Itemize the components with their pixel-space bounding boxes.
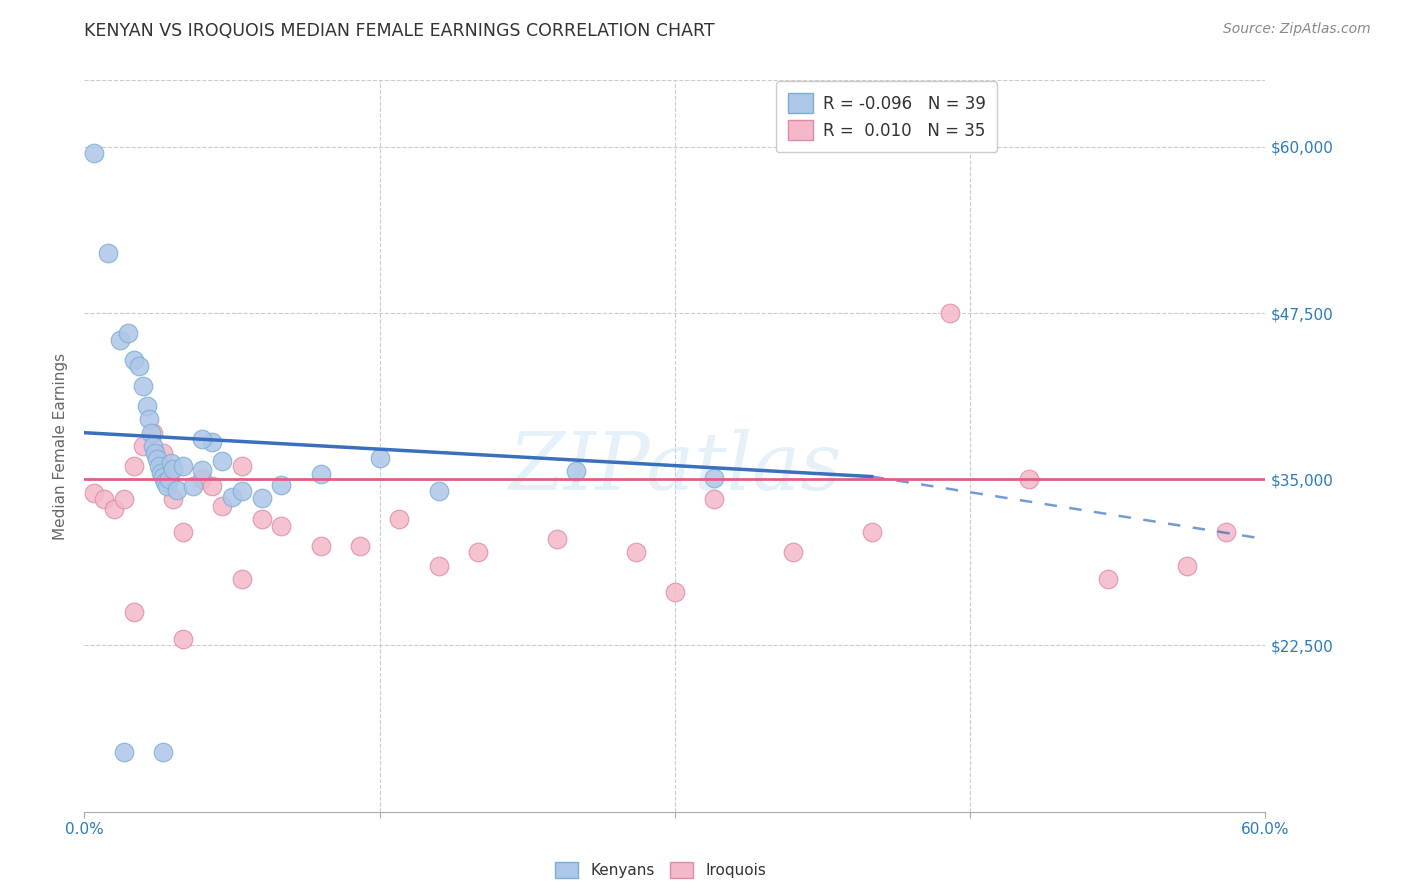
Point xyxy=(231,484,253,499)
Point xyxy=(221,490,243,504)
Point xyxy=(565,464,588,478)
Point xyxy=(138,412,160,426)
Point xyxy=(191,433,214,447)
Point xyxy=(270,518,292,533)
Text: Source: ZipAtlas.com: Source: ZipAtlas.com xyxy=(1223,22,1371,37)
Point xyxy=(211,499,233,513)
Text: ZIPatlas: ZIPatlas xyxy=(508,429,842,507)
Point xyxy=(162,461,184,475)
Point xyxy=(191,463,214,477)
Point xyxy=(150,466,173,480)
Point xyxy=(1097,572,1119,586)
Point xyxy=(143,445,166,459)
Y-axis label: Median Female Earnings: Median Female Earnings xyxy=(53,352,69,540)
Point xyxy=(467,545,489,559)
Point xyxy=(309,539,332,553)
Point xyxy=(388,512,411,526)
Point xyxy=(117,326,139,340)
Point xyxy=(97,246,120,260)
Point xyxy=(152,445,174,459)
Point xyxy=(122,458,145,473)
Point xyxy=(664,585,686,599)
Point xyxy=(166,483,188,497)
Point xyxy=(128,359,150,374)
Point xyxy=(368,450,391,465)
Point xyxy=(624,545,647,559)
Point xyxy=(427,484,450,499)
Point xyxy=(181,479,204,493)
Point xyxy=(136,399,159,413)
Point xyxy=(162,492,184,507)
Point xyxy=(172,632,194,646)
Point xyxy=(211,453,233,467)
Point xyxy=(152,745,174,759)
Point xyxy=(146,452,169,467)
Point xyxy=(132,439,155,453)
Point xyxy=(1215,525,1237,540)
Point xyxy=(201,479,224,493)
Point xyxy=(939,306,962,320)
Point xyxy=(270,477,292,491)
Legend: Kenyans, Iroquois: Kenyans, Iroquois xyxy=(550,855,772,884)
Point xyxy=(148,458,170,473)
Point xyxy=(349,539,371,553)
Point xyxy=(112,745,135,759)
Point xyxy=(231,458,253,473)
Point xyxy=(201,435,224,450)
Point xyxy=(93,492,115,507)
Point xyxy=(546,532,568,546)
Point xyxy=(782,545,804,559)
Point xyxy=(860,525,883,540)
Point xyxy=(153,475,176,489)
Point xyxy=(191,472,214,486)
Point xyxy=(250,491,273,505)
Point xyxy=(1018,472,1040,486)
Point xyxy=(132,379,155,393)
Point xyxy=(157,472,180,486)
Legend: R = -0.096   N = 39, R =  0.010   N = 35: R = -0.096 N = 39, R = 0.010 N = 35 xyxy=(776,81,997,152)
Point xyxy=(160,456,183,470)
Point xyxy=(703,492,725,507)
Point xyxy=(231,572,253,586)
Point xyxy=(122,352,145,367)
Point xyxy=(172,458,194,473)
Point xyxy=(103,501,125,516)
Point xyxy=(172,525,194,540)
Point xyxy=(703,471,725,485)
Point xyxy=(152,469,174,483)
Point xyxy=(83,485,105,500)
Point xyxy=(141,425,163,440)
Point xyxy=(108,333,131,347)
Point xyxy=(309,467,332,481)
Point xyxy=(250,512,273,526)
Point xyxy=(142,439,165,453)
Point xyxy=(1175,558,1198,573)
Point xyxy=(142,425,165,440)
Text: KENYAN VS IROQUOIS MEDIAN FEMALE EARNINGS CORRELATION CHART: KENYAN VS IROQUOIS MEDIAN FEMALE EARNING… xyxy=(84,22,716,40)
Point xyxy=(427,558,450,573)
Point xyxy=(112,492,135,507)
Point xyxy=(156,479,179,493)
Point xyxy=(122,605,145,619)
Point xyxy=(83,146,105,161)
